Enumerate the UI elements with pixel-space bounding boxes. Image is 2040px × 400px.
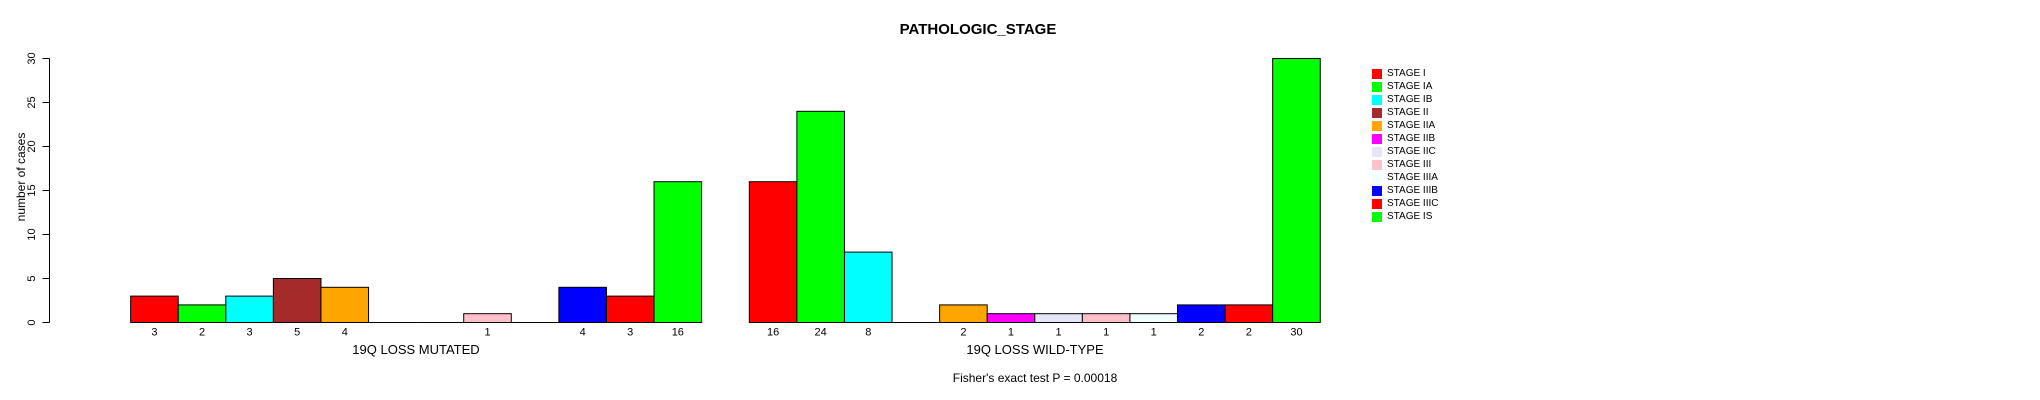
legend-label-stage-iib: STAGE IIB bbox=[1387, 133, 1436, 144]
legend-swatch-stage-i bbox=[1372, 68, 1382, 79]
bar-group2-stage-iiib bbox=[1177, 304, 1226, 323]
legend: STAGE I STAGE IA STAGE IB STAGE II STAGE IIA… bbox=[1372, 67, 1439, 223]
fishers-test-annotation: Fisher's exact test P = 0.00018 bbox=[952, 371, 1118, 385]
legend-swatch-stage-iia bbox=[1372, 120, 1382, 131]
bar-value-label-group1-stage-ib: 3 bbox=[247, 327, 253, 339]
legend-item-stage-iiic: STAGE IIIC bbox=[1372, 197, 1439, 210]
legend-item-stage-iiib: STAGE IIIB bbox=[1372, 184, 1439, 197]
y-tick-label-30: 30 bbox=[26, 52, 38, 64]
legend-label-stage-is: STAGE IS bbox=[1387, 211, 1433, 222]
bar-value-label-group2-stage-iiic: 2 bbox=[1246, 327, 1252, 339]
y-tick-label-15: 15 bbox=[26, 184, 38, 196]
legend-label-stage-iic: STAGE IIC bbox=[1387, 146, 1436, 157]
legend-swatch-stage-iiic bbox=[1372, 198, 1382, 209]
y-tick-label-10: 10 bbox=[26, 228, 38, 240]
y-tick-label-5: 5 bbox=[26, 275, 38, 281]
y-tick-label-25: 25 bbox=[26, 96, 38, 108]
legend-item-stage-i: STAGE I bbox=[1372, 67, 1439, 80]
bar-group2-stage-iii bbox=[1081, 313, 1131, 324]
y-tick-label-20: 20 bbox=[26, 140, 38, 152]
legend-label-stage-i: STAGE I bbox=[1387, 68, 1426, 79]
legend-swatch-stage-iib bbox=[1372, 133, 1382, 144]
bar-value-label-group2-stage-iia: 2 bbox=[960, 327, 966, 339]
legend-item-stage-ia: STAGE IA bbox=[1372, 80, 1439, 93]
x-group-label-mutated: 19Q LOSS MUTATED bbox=[352, 342, 480, 357]
legend-label-stage-iiia: STAGE IIIA bbox=[1387, 172, 1438, 183]
legend-item-stage-ii: STAGE II bbox=[1372, 106, 1439, 119]
legend-swatch-stage-ii bbox=[1372, 107, 1382, 118]
legend-swatch-stage-ib bbox=[1372, 94, 1382, 105]
legend-label-stage-iiib: STAGE IIIB bbox=[1387, 185, 1438, 196]
bar-group1-stage-is bbox=[653, 181, 703, 323]
bar-value-label-group1-stage-iii: 1 bbox=[484, 327, 490, 339]
bar-group2-stage-iia bbox=[939, 304, 988, 323]
legend-label-stage-iii: STAGE III bbox=[1387, 159, 1432, 170]
legend-label-stage-ib: STAGE IB bbox=[1387, 94, 1433, 105]
legend-label-stage-iia: STAGE IIA bbox=[1387, 120, 1436, 131]
legend-swatch-stage-iii bbox=[1372, 159, 1382, 170]
y-axis-title: number of cases bbox=[14, 132, 28, 222]
chart-title: PATHOLOGIC_STAGE bbox=[899, 21, 1057, 38]
y-tick-label-0: 0 bbox=[26, 319, 38, 325]
bar-value-label-group2-stage-is: 30 bbox=[1290, 327, 1302, 339]
bar-group1-stage-iiib bbox=[558, 286, 607, 323]
bar-value-label-group2-stage-i: 16 bbox=[767, 327, 779, 339]
bar-value-label-group1-stage-iia: 4 bbox=[342, 327, 348, 339]
bar-group2-stage-i bbox=[748, 181, 798, 323]
bar-group2-stage-iiic bbox=[1224, 304, 1274, 323]
bar-value-label-group1-stage-i: 3 bbox=[151, 327, 157, 339]
bar-group2-stage-iic bbox=[1034, 313, 1083, 324]
bar-value-label-group2-stage-iiia: 1 bbox=[1151, 327, 1157, 339]
legend-swatch-stage-iiib bbox=[1372, 185, 1382, 196]
bar-value-label-group2-stage-iii: 1 bbox=[1103, 327, 1109, 339]
legend-label-stage-iiic: STAGE IIIC bbox=[1387, 198, 1439, 209]
legend-item-stage-ib: STAGE IB bbox=[1372, 93, 1439, 106]
bar-value-label-group2-stage-iic: 1 bbox=[1056, 327, 1062, 339]
bar-group1-stage-ib bbox=[225, 295, 274, 324]
bar-value-label-group1-stage-ia: 2 bbox=[199, 327, 205, 339]
bar-group1-stage-ia bbox=[177, 304, 227, 323]
legend-item-stage-is: STAGE IS bbox=[1372, 210, 1439, 223]
legend-label-stage-ii: STAGE II bbox=[1387, 107, 1429, 118]
bar-value-label-group1-stage-iiic: 3 bbox=[627, 327, 633, 339]
legend-swatch-stage-ia bbox=[1372, 81, 1382, 92]
legend-item-stage-iic: STAGE IIC bbox=[1372, 145, 1439, 158]
legend-item-stage-iia: STAGE IIA bbox=[1372, 119, 1439, 132]
legend-label-stage-ia: STAGE IA bbox=[1387, 81, 1433, 92]
bar-value-label-group1-stage-ii: 5 bbox=[294, 327, 300, 339]
bar-value-label-group1-stage-is: 16 bbox=[672, 327, 684, 339]
bar-value-label-group2-stage-iiib: 2 bbox=[1198, 327, 1204, 339]
bar-group2-stage-iiia bbox=[1129, 313, 1179, 324]
bar-group2-stage-is bbox=[1272, 58, 1321, 323]
legend-item-stage-iib: STAGE IIB bbox=[1372, 132, 1439, 145]
bar-group2-stage-ia bbox=[796, 110, 845, 323]
bar-value-label-group2-stage-iib: 1 bbox=[1008, 327, 1014, 339]
bar-group1-stage-i bbox=[130, 295, 179, 324]
legend-swatch-stage-iic bbox=[1372, 146, 1382, 157]
legend-swatch-stage-is bbox=[1372, 211, 1382, 222]
legend-swatch-stage-iiia bbox=[1372, 172, 1382, 183]
legend-item-stage-iiia: STAGE IIIA bbox=[1372, 171, 1439, 184]
bar-group1-stage-ii bbox=[272, 278, 322, 323]
bar-group2-stage-ib bbox=[843, 251, 893, 324]
bar-value-label-group2-stage-ib: 8 bbox=[865, 327, 871, 339]
bar-group2-stage-iib bbox=[986, 313, 1036, 324]
bar-group1-stage-iia bbox=[320, 286, 370, 323]
bar-group1-stage-iii bbox=[463, 313, 512, 324]
legend-item-stage-iii: STAGE III bbox=[1372, 158, 1439, 171]
bar-group1-stage-iiic bbox=[605, 295, 655, 324]
bar-value-label-group2-stage-ia: 24 bbox=[815, 327, 827, 339]
bar-value-label-group1-stage-iiib: 4 bbox=[580, 327, 586, 339]
x-group-label-wild-type: 19Q LOSS WILD-TYPE bbox=[966, 342, 1104, 357]
